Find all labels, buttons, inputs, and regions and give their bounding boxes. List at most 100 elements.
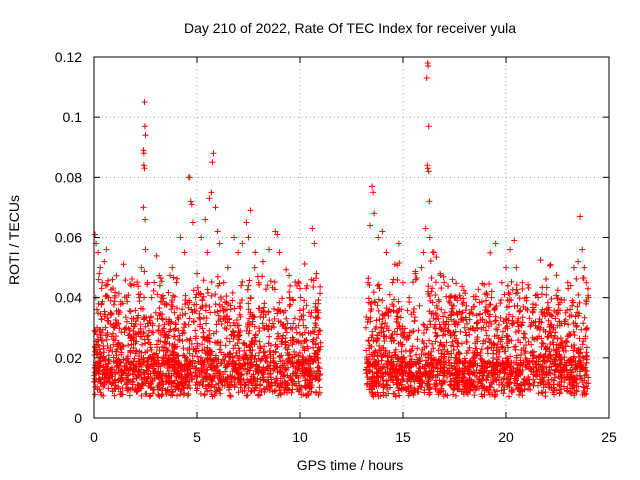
data-point <box>264 367 271 374</box>
data-point <box>193 387 200 394</box>
data-point <box>217 294 224 301</box>
data-point <box>373 382 380 389</box>
data-point <box>173 353 180 360</box>
data-point <box>306 366 313 373</box>
data-point <box>563 337 570 344</box>
data-point <box>497 315 504 322</box>
data-point <box>196 368 203 375</box>
data-point <box>466 387 473 394</box>
data-point <box>252 249 259 256</box>
data-point <box>251 387 258 394</box>
data-point <box>480 324 487 331</box>
data-point <box>171 361 178 368</box>
data-point <box>564 279 571 286</box>
data-point <box>141 358 148 365</box>
data-point <box>382 348 389 355</box>
data-point <box>567 389 574 396</box>
data-point <box>538 308 545 315</box>
data-point <box>583 279 590 286</box>
data-point <box>567 331 574 338</box>
data-point <box>572 313 579 320</box>
data-point <box>538 389 545 396</box>
data-point <box>517 388 524 395</box>
data-point <box>440 364 447 371</box>
data-point <box>491 306 498 313</box>
y-tick-label: 0.12 <box>55 49 82 65</box>
data-point <box>369 332 376 339</box>
data-point <box>454 383 461 390</box>
data-point <box>130 376 137 383</box>
data-point <box>580 338 587 345</box>
data-point <box>162 360 169 367</box>
data-point <box>186 315 193 322</box>
data-point <box>192 327 199 334</box>
data-point <box>187 198 194 205</box>
data-point <box>569 302 576 309</box>
data-point <box>470 369 477 376</box>
data-point <box>549 313 556 320</box>
data-point <box>125 292 132 299</box>
data-point <box>474 351 481 358</box>
data-point <box>184 383 191 390</box>
data-point <box>379 228 386 235</box>
data-point <box>108 366 115 373</box>
data-point <box>236 332 243 339</box>
data-point <box>202 385 209 392</box>
data-point <box>150 368 157 375</box>
data-point <box>189 352 196 359</box>
data-point <box>416 355 423 362</box>
data-point <box>576 299 583 306</box>
data-point <box>163 301 170 308</box>
data-point <box>138 392 145 399</box>
data-point <box>192 335 199 342</box>
data-point <box>410 279 417 286</box>
data-point <box>134 279 141 286</box>
data-point <box>256 344 263 351</box>
data-point <box>517 362 524 369</box>
data-point <box>580 275 587 282</box>
data-point <box>256 363 263 370</box>
data-point <box>394 381 401 388</box>
data-point <box>124 372 131 379</box>
data-point <box>415 327 422 334</box>
data-point <box>128 276 135 283</box>
data-point <box>408 311 415 318</box>
data-point <box>244 286 251 293</box>
data-point <box>365 275 372 282</box>
data-point <box>279 357 286 364</box>
data-point <box>126 307 133 314</box>
data-point <box>311 329 318 336</box>
data-point <box>501 364 508 371</box>
data-point <box>394 277 401 284</box>
data-point <box>123 318 130 325</box>
data-point <box>266 333 273 340</box>
data-point <box>190 318 197 325</box>
data-point <box>194 373 201 380</box>
data-point <box>252 352 259 359</box>
data-point <box>139 380 146 387</box>
data-point <box>497 300 504 307</box>
data-point <box>486 301 493 308</box>
data-point <box>230 335 237 342</box>
data-point <box>168 380 175 387</box>
data-point <box>553 272 560 279</box>
data-point <box>176 370 183 377</box>
data-point <box>466 326 473 333</box>
data-point <box>413 351 420 358</box>
data-point <box>391 390 398 397</box>
data-point <box>426 234 433 241</box>
data-point <box>515 327 522 334</box>
data-point <box>537 353 544 360</box>
data-point <box>443 339 450 346</box>
data-point <box>247 354 254 361</box>
data-point <box>507 379 514 386</box>
data-point <box>414 336 421 343</box>
data-point <box>479 280 486 287</box>
data-point <box>537 257 544 264</box>
x-tick-label: 20 <box>498 429 514 445</box>
data-point <box>418 378 425 385</box>
data-point <box>525 363 532 370</box>
data-point <box>140 204 147 211</box>
data-point <box>289 341 296 348</box>
data-point <box>539 354 546 361</box>
